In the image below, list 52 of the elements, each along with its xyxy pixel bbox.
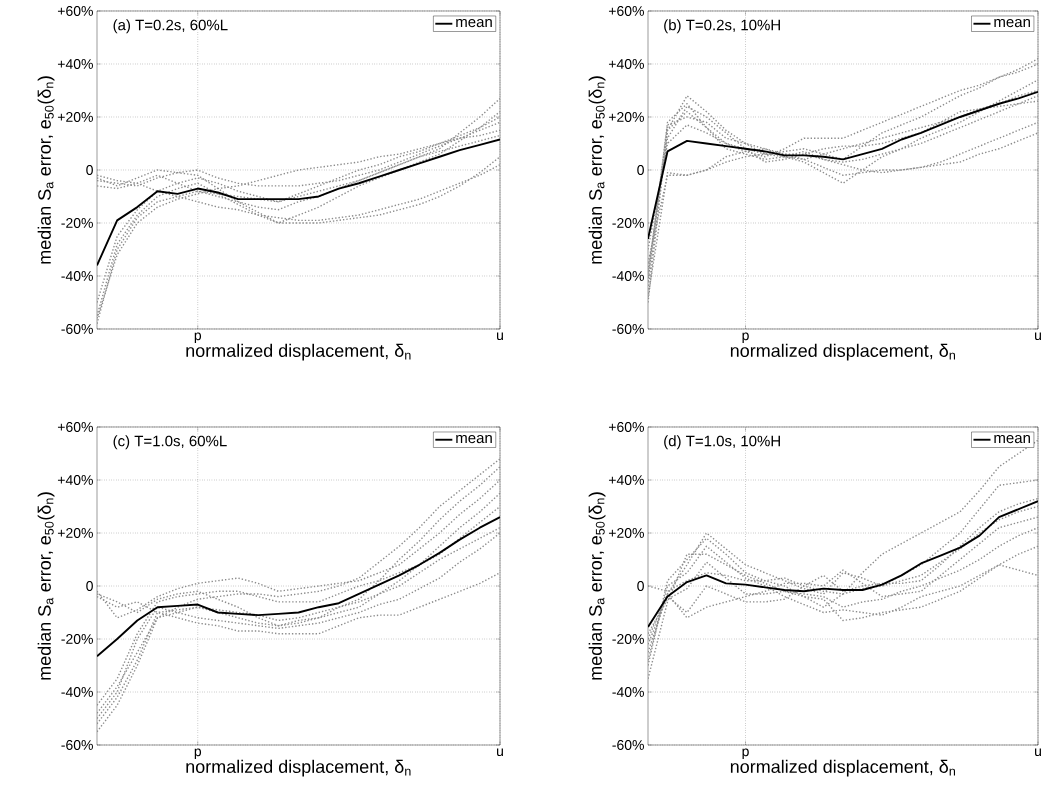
y-tick-label: +60% [57,6,93,16]
y-tick-label: 0 [637,581,644,591]
y-tick-label: +40% [57,59,93,69]
y-tick-label: 0 [637,165,644,175]
text: (c) T=1.0s, 60%L [113,435,227,450]
legend-label: mean [994,434,1030,444]
text: (a) T=0.2s, 60%L [113,19,228,34]
y-tick-label: -20% [612,218,644,228]
y-tick-label: +40% [608,59,644,69]
y-tick-label: +20% [608,112,644,122]
y-tick-label: -60% [612,740,644,750]
y-tick-label: -20% [61,218,93,228]
x-tick-label: p [742,332,749,343]
y-axis-title: median S$_{a}$ error, e$_{50}$(δ$_{n}$) [37,76,55,264]
y-tick-label: 0 [86,165,93,175]
y-tick-label: -40% [612,271,644,281]
x-axis-title: normalized displacement, δ$_{n}$ [186,343,411,361]
x-axis-title: normalized displacement, δ$_{n}$ [186,759,411,777]
y-tick-label: +60% [608,422,644,432]
y-tick-label: 0 [86,581,93,591]
x-tick-label: p [194,748,202,759]
legend-label: mean [456,18,492,28]
y-tick-label: +60% [608,6,644,16]
x-axis-title: normalized displacement, δ$_{n}$ [730,759,955,777]
y-axis-title: median S$_{a}$ error, e$_{50}$(δ$_{n}$) [588,492,606,680]
x-tick-label: u [1035,332,1041,341]
x-axis-title: normalized displacement, δ$_{n}$ [730,343,955,361]
x-tick-label: u [497,332,503,341]
y-tick-label: +40% [608,475,644,485]
y-tick-label: -40% [61,271,93,281]
y-tick-label: +40% [57,475,93,485]
y-tick-label: -40% [61,687,93,697]
y-tick-label: -60% [612,324,644,334]
y-tick-label: -60% [61,324,93,334]
x-tick-label: u [1035,748,1041,757]
x-tick-label: u [497,748,503,757]
text: (d) T=1.0s, 10%H [664,435,780,450]
x-tick-label: p [742,748,749,759]
y-tick-label: -60% [61,740,93,750]
text: (b) T=0.2s, 10%H [664,19,780,34]
legend-label: mean [994,18,1030,28]
y-tick-label: -20% [612,634,644,644]
x-tick-label: p [194,332,202,343]
y-tick-label: +20% [57,528,93,538]
y-tick-label: -40% [612,687,644,697]
y-tick-label: -20% [61,634,93,644]
y-tick-label: +20% [57,112,93,122]
y-tick-label: +20% [608,528,644,538]
y-tick-label: +60% [57,422,93,432]
legend-label: mean [456,434,492,444]
y-axis-title: median S$_{a}$ error, e$_{50}$(δ$_{n}$) [37,492,55,680]
y-axis-title: median S$_{a}$ error, e$_{50}$(δ$_{n}$) [588,76,606,264]
